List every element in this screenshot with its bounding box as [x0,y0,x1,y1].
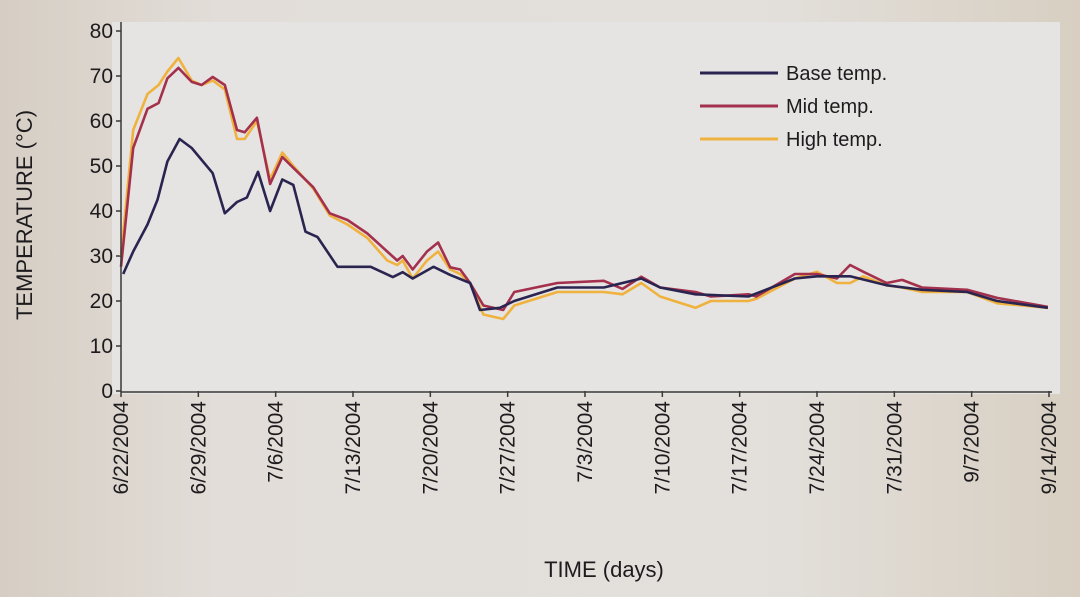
x-tick-label: 7/6/2004 [265,401,288,483]
y-axis-label: TEMPERATURE (°C) [12,110,37,320]
legend-label: High temp. [786,129,883,151]
y-tick-label: 30 [90,245,113,268]
y-tick-label: 50 [90,155,113,178]
x-tick-label: 7/13/2004 [342,401,365,495]
y-tick-label: 0 [101,380,113,403]
legend-label: Base temp. [786,63,887,85]
x-axis-label: TIME (days) [544,557,664,582]
plot-area [112,22,1060,394]
x-tick-label: 9/14/2004 [1038,401,1061,495]
x-tick-label: 6/22/2004 [110,401,133,495]
x-tick-label: 7/3/2004 [574,401,597,483]
legend: Base temp. Mid temp. High temp. [700,63,887,151]
y-tick-label: 40 [90,200,113,223]
x-tick-label: 9/7/2004 [961,401,984,483]
y-tick-label: 10 [90,335,113,358]
x-tick-label: 6/29/2004 [187,401,210,495]
x-tick-label: 7/31/2004 [883,401,906,495]
series-line-base [122,137,1049,312]
y-tick-label: 80 [90,20,113,43]
x-tick-label: 7/27/2004 [497,401,520,495]
y-tick-label: 70 [90,65,113,88]
x-tick-label: 7/10/2004 [651,401,674,495]
x-tick-label: 7/24/2004 [806,401,829,495]
x-tick-label: 7/20/2004 [419,401,442,495]
y-tick-label: 60 [90,110,113,133]
y-tick-label: 20 [90,290,113,313]
x-tick-label: 7/17/2004 [729,401,752,495]
legend-label: Mid temp. [786,96,874,118]
